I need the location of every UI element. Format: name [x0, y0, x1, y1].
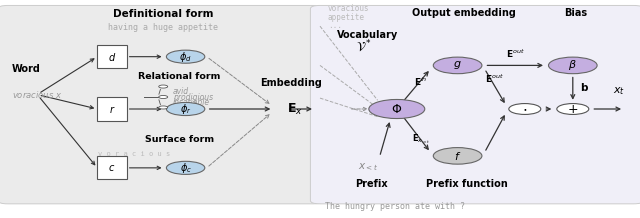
FancyBboxPatch shape [97, 156, 127, 179]
Text: $\mathcal{V}^*$: $\mathcal{V}^*$ [356, 39, 371, 55]
Text: $\mathbf{E}^{in}$: $\mathbf{E}^{in}$ [414, 76, 428, 88]
Text: $x_{<t}$: $x_{<t}$ [358, 161, 378, 173]
Text: insatiable: insatiable [173, 98, 210, 107]
Circle shape [557, 104, 589, 114]
Text: voracious $x$: voracious $x$ [12, 89, 61, 100]
Text: $d$: $d$ [108, 51, 116, 63]
Circle shape [166, 102, 205, 116]
Text: Relational form: Relational form [138, 72, 220, 81]
Text: voracious: voracious [328, 4, 369, 13]
Text: $\mathbf{E}_{x_{<t}}$: $\mathbf{E}_{x_{<t}}$ [412, 132, 430, 146]
Text: Bias: Bias [564, 8, 588, 18]
Circle shape [369, 99, 425, 119]
Text: Output embedding: Output embedding [412, 8, 516, 18]
Circle shape [166, 50, 205, 63]
Text: Surface form: Surface form [145, 135, 214, 144]
Text: Definitional form: Definitional form [113, 9, 214, 19]
Text: Prefix function: Prefix function [426, 179, 508, 189]
Text: $\mathbf{E}^{out}$: $\mathbf{E}^{out}$ [485, 72, 504, 85]
FancyBboxPatch shape [310, 5, 640, 204]
Circle shape [159, 95, 168, 99]
Text: prodigious: prodigious [173, 92, 213, 102]
Circle shape [166, 161, 205, 174]
Circle shape [433, 148, 482, 164]
Circle shape [509, 104, 541, 114]
Text: ...: ... [328, 21, 342, 30]
Circle shape [159, 106, 168, 109]
Text: The hungry person ate with ?: The hungry person ate with ? [325, 201, 465, 211]
Text: $x_t$: $x_t$ [614, 86, 625, 97]
Text: $\phi_c$: $\phi_c$ [180, 161, 191, 175]
Text: Embedding: Embedding [260, 78, 322, 88]
Circle shape [159, 85, 168, 88]
Text: Vocabulary: Vocabulary [337, 30, 398, 40]
Text: Word: Word [12, 64, 40, 74]
Text: $\mathbf{E}^{out}$: $\mathbf{E}^{out}$ [506, 47, 525, 60]
FancyBboxPatch shape [97, 45, 127, 68]
Text: $\beta$: $\beta$ [568, 58, 577, 72]
Circle shape [433, 57, 482, 74]
Text: $\mathbf{b}$: $\mathbf{b}$ [580, 81, 589, 93]
Text: $g$: $g$ [453, 59, 462, 72]
Text: having a huge appetite: having a huge appetite [108, 23, 218, 32]
Text: $\Phi$: $\Phi$ [391, 102, 403, 116]
Text: Prefix: Prefix [355, 179, 387, 189]
Text: $\phi_r$: $\phi_r$ [180, 102, 191, 116]
Text: $f$: $f$ [454, 150, 461, 162]
Text: v o r a c i o u s: v o r a c i o u s [99, 151, 170, 157]
Text: $\mathbf{E}_x$: $\mathbf{E}_x$ [287, 101, 303, 117]
Circle shape [548, 57, 597, 74]
Text: appetite: appetite [328, 13, 365, 22]
Text: $\phi_d$: $\phi_d$ [179, 50, 192, 64]
Text: avid: avid [173, 87, 189, 96]
FancyBboxPatch shape [0, 5, 323, 204]
Text: $+$: $+$ [567, 102, 579, 116]
Text: $c$: $c$ [108, 163, 116, 173]
Text: $\cdot$: $\cdot$ [522, 102, 527, 116]
Text: $r$: $r$ [109, 104, 115, 114]
FancyBboxPatch shape [97, 97, 127, 121]
